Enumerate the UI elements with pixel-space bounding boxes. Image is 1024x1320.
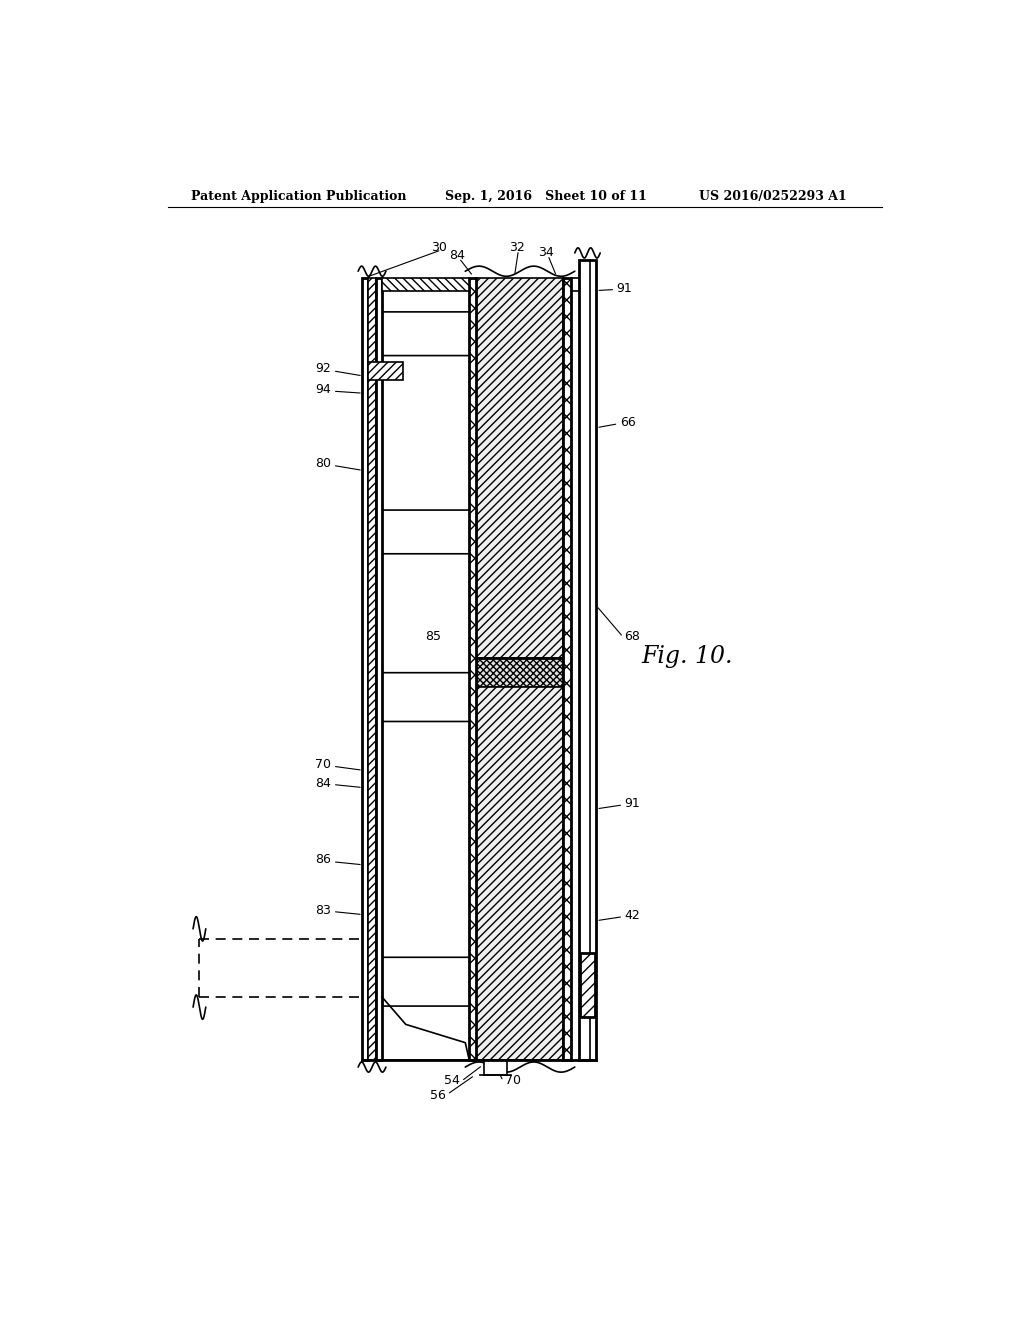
Text: 54: 54 xyxy=(443,1073,460,1086)
Text: 86: 86 xyxy=(315,853,331,866)
Text: Patent Application Publication: Patent Application Publication xyxy=(191,190,407,202)
Text: 68: 68 xyxy=(624,630,640,643)
Text: US 2016/0252293 A1: US 2016/0252293 A1 xyxy=(699,190,847,202)
Bar xyxy=(362,279,368,1060)
Text: 32: 32 xyxy=(509,242,524,255)
Text: 56: 56 xyxy=(429,1089,445,1102)
Bar xyxy=(475,686,563,1060)
Text: 84: 84 xyxy=(315,777,331,789)
Text: 66: 66 xyxy=(620,416,636,429)
Text: 84: 84 xyxy=(450,249,465,263)
FancyBboxPatch shape xyxy=(379,957,472,1006)
Bar xyxy=(581,953,595,1018)
Bar xyxy=(563,279,570,1060)
Text: 83: 83 xyxy=(315,904,331,917)
Text: 70: 70 xyxy=(315,758,331,771)
Text: 94: 94 xyxy=(315,383,331,396)
Bar xyxy=(368,362,403,380)
Bar xyxy=(382,279,469,290)
Text: 34: 34 xyxy=(539,247,554,260)
Text: 30: 30 xyxy=(431,242,447,255)
Text: 42: 42 xyxy=(624,909,640,923)
Text: Sep. 1, 2016   Sheet 10 of 11: Sep. 1, 2016 Sheet 10 of 11 xyxy=(445,190,647,202)
Bar xyxy=(579,260,596,1060)
FancyBboxPatch shape xyxy=(379,312,472,355)
Bar xyxy=(475,659,563,686)
FancyBboxPatch shape xyxy=(379,673,472,722)
Text: 80: 80 xyxy=(315,457,331,470)
Bar xyxy=(475,279,563,659)
Text: 91: 91 xyxy=(624,797,640,810)
FancyBboxPatch shape xyxy=(379,510,472,554)
Bar xyxy=(483,1060,507,1076)
Bar xyxy=(376,279,382,1060)
Text: 91: 91 xyxy=(616,282,632,294)
Text: 85: 85 xyxy=(426,630,441,643)
Text: 92: 92 xyxy=(315,362,331,375)
Text: Fig. 10.: Fig. 10. xyxy=(642,645,733,668)
Bar xyxy=(368,279,376,1060)
Text: 70: 70 xyxy=(505,1073,521,1086)
Bar xyxy=(469,279,475,1060)
